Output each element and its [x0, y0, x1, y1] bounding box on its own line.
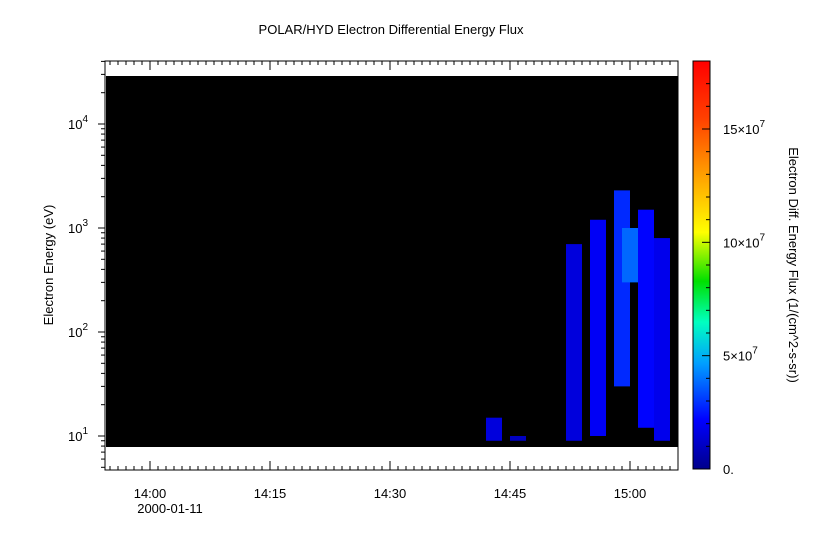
flux-feature: [566, 244, 582, 441]
colorbar-tick-label: 15×107: [723, 119, 766, 137]
x-tick-label: 14:00: [134, 486, 167, 501]
y-tick-label: 102: [68, 322, 88, 340]
y-tick-label: 101: [68, 426, 88, 444]
flux-feature: [486, 417, 502, 441]
flux-feature: [638, 209, 654, 428]
colorbar-label: Electron Diff. Energy Flux (1/(cm^2-s-sr…: [786, 147, 801, 383]
y-tick-label: 103: [68, 218, 88, 236]
spectrogram-background: [106, 76, 678, 447]
x-date-label: 2000-01-11: [137, 501, 203, 516]
flux-feature: [510, 436, 526, 441]
colorbar-tick-label: 5×107: [723, 346, 758, 364]
flux-feature: [654, 238, 670, 441]
colorbar-axis: 0. 5×107 10×107 15×107: [702, 60, 766, 477]
y-axis: 101 102 103 104: [68, 60, 105, 468]
colorbar-tick-label: 0.: [723, 462, 734, 477]
x-tick-label: 14:15: [254, 486, 287, 501]
flux-feature: [622, 228, 638, 283]
x-tick-label: 14:45: [494, 486, 527, 501]
x-tick-label: 14:30: [374, 486, 407, 501]
x-axis: 14:00 14:15 14:30 14:45 15:00: [109, 61, 679, 501]
plot-area: [104, 60, 679, 471]
y-axis-label: Electron Energy (eV): [41, 205, 56, 326]
colorbar-tick-label: 10×107: [723, 232, 766, 250]
flux-feature: [614, 190, 630, 387]
flux-features: [486, 190, 670, 441]
y-tick-label: 104: [68, 114, 88, 132]
flux-feature: [590, 219, 606, 436]
chart-title: POLAR/HYD Electron Differential Energy F…: [259, 22, 524, 37]
x-tick-label: 15:00: [614, 486, 647, 501]
